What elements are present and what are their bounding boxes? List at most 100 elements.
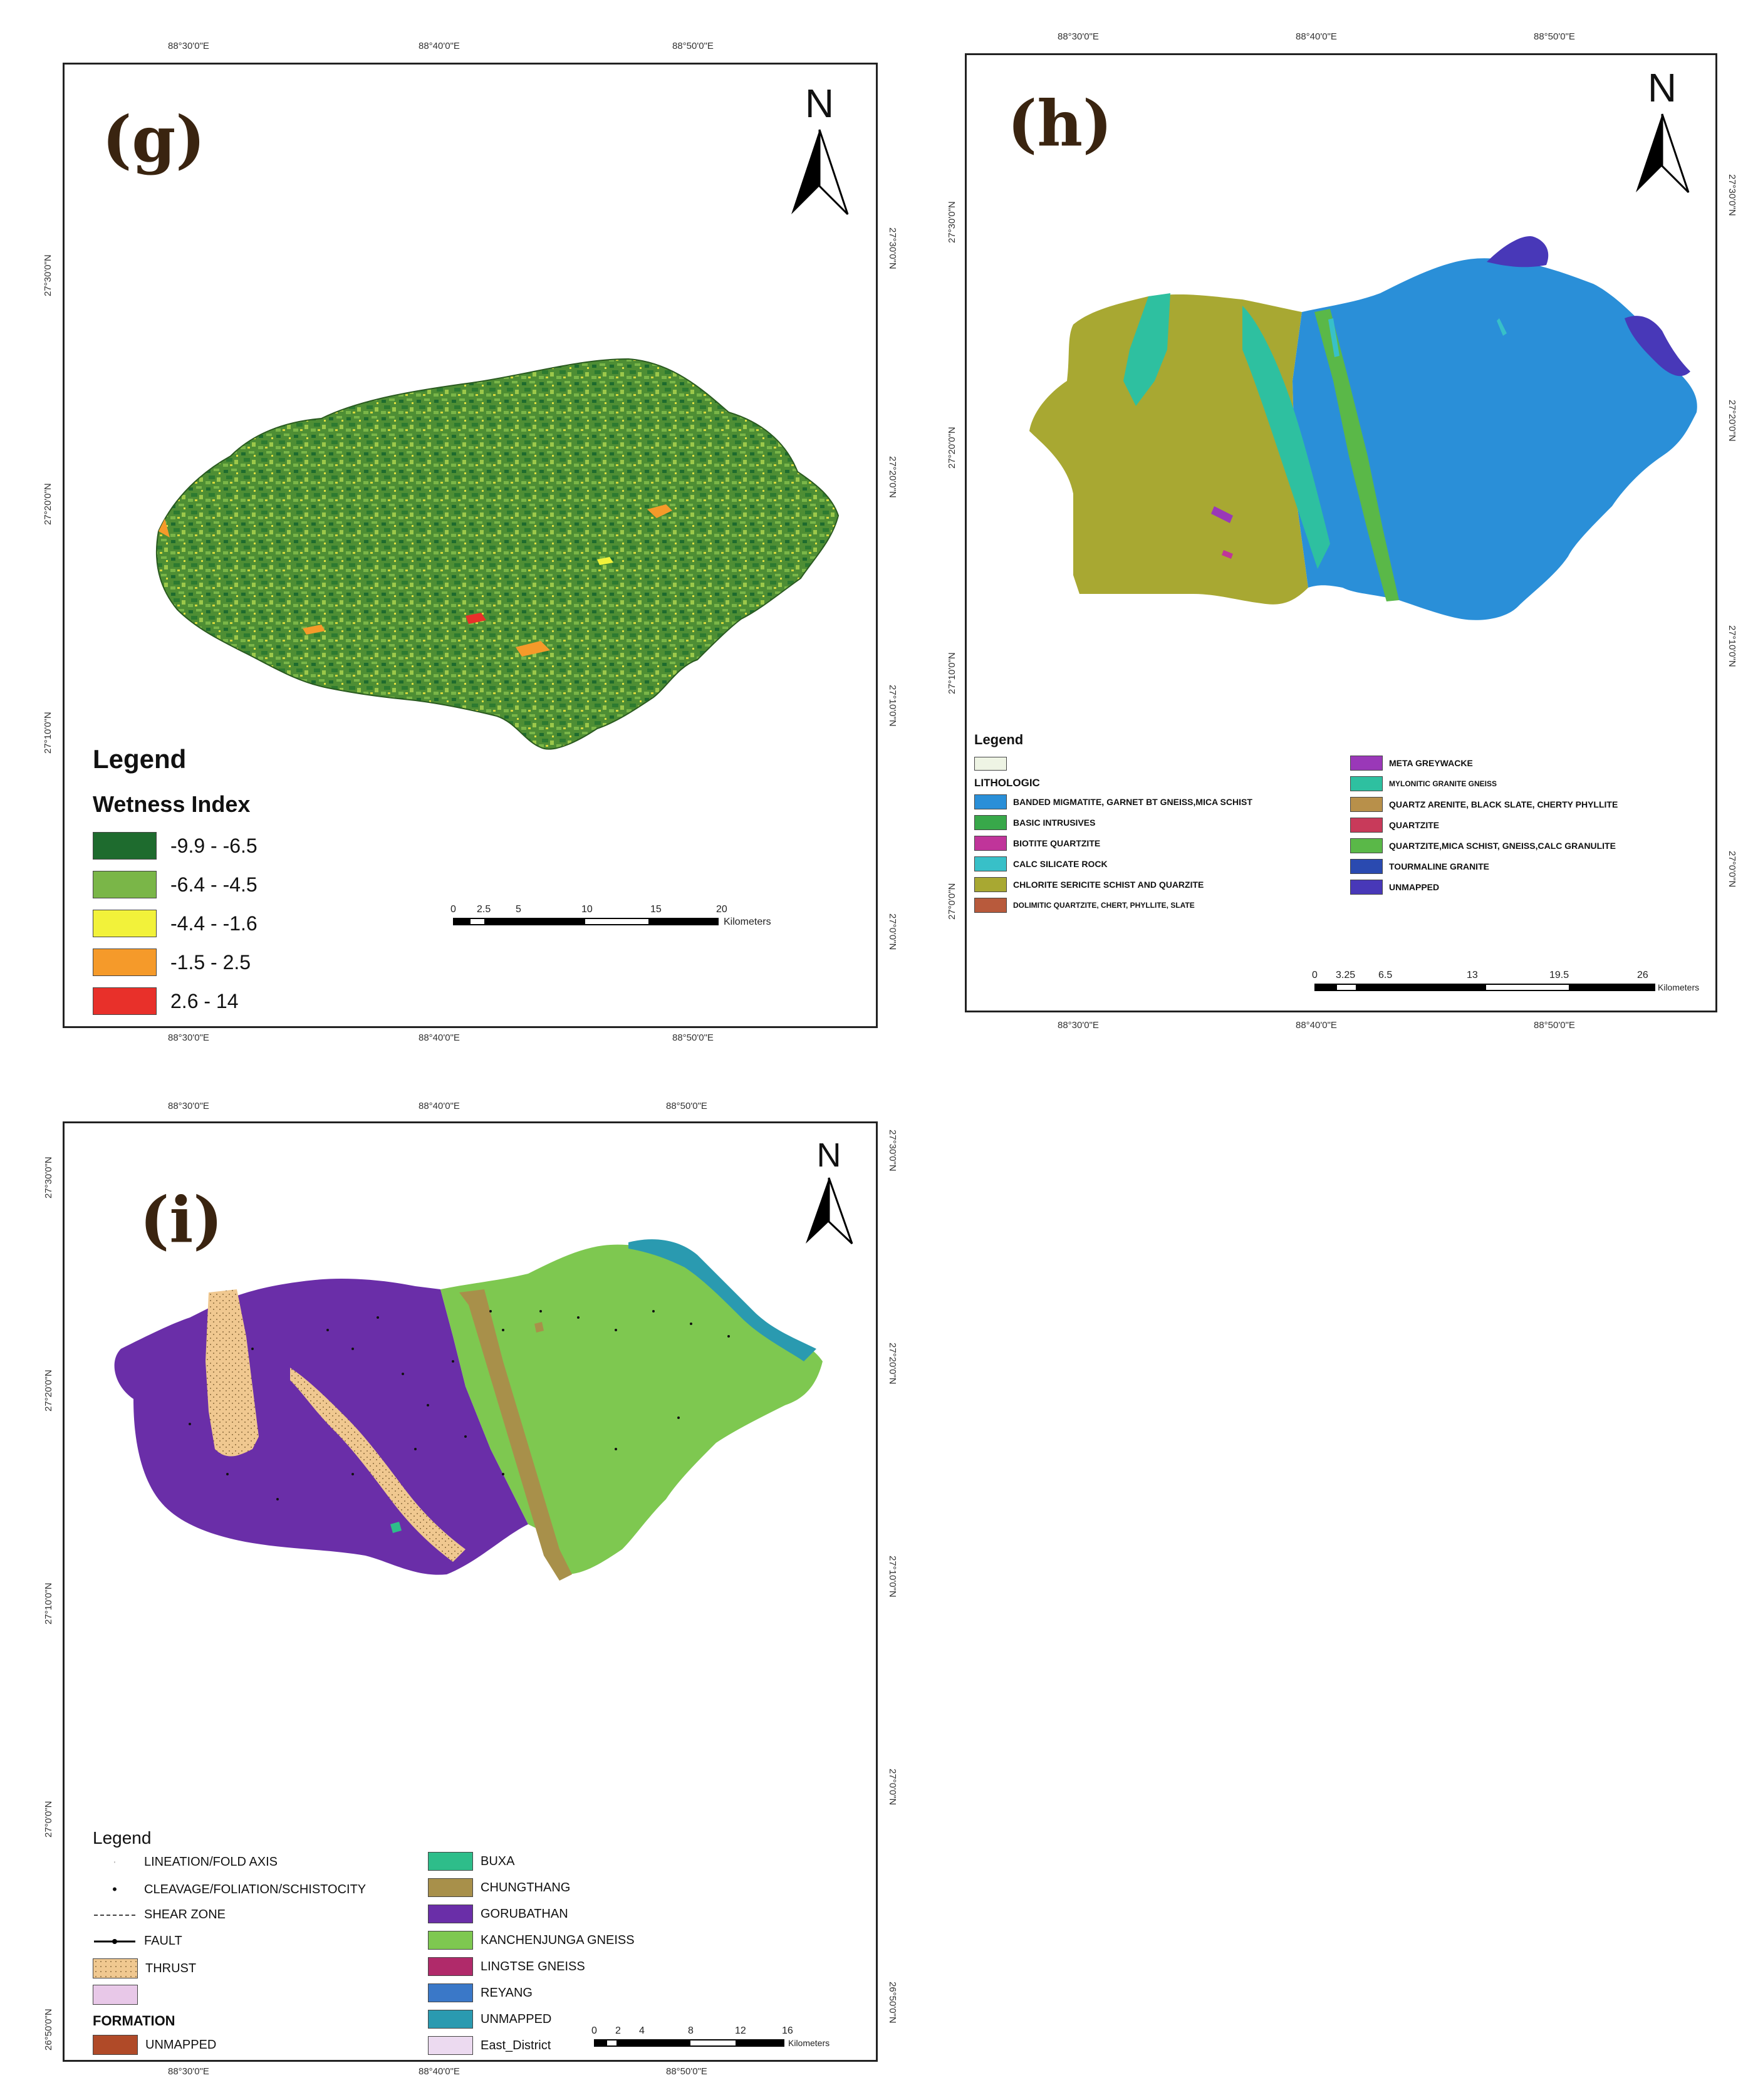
legend-item: -1.5 - 2.5 bbox=[93, 949, 251, 976]
cleavage-dots bbox=[189, 1310, 730, 1500]
legend-item: East_District bbox=[428, 2036, 551, 2055]
legend-label: -1.5 - 2.5 bbox=[170, 950, 251, 974]
scale-tick: 8 bbox=[688, 2025, 694, 2036]
legend-swatch bbox=[974, 794, 1007, 809]
scale-tick: 0 bbox=[1312, 970, 1318, 980]
scale-unit: Kilometers bbox=[1658, 982, 1700, 992]
left-coord-2: 27°20'0"N bbox=[43, 1370, 54, 1411]
litho-blue bbox=[1293, 258, 1697, 620]
right-coord-2: 27°20'0"N bbox=[1727, 400, 1737, 442]
legend-item: BASIC INTRUSIVES bbox=[974, 815, 1095, 830]
right-coord-2: 27°20'0"N bbox=[887, 456, 898, 498]
right-coord-3: 27°10'0"N bbox=[887, 1556, 898, 1598]
panel-h-map bbox=[1029, 236, 1697, 620]
legend-item: QUARTZITE,MICA SCHIST, GNEISS,CALC GRANU… bbox=[1350, 838, 1616, 853]
legend-label: LINEATION/FOLD AXIS bbox=[144, 1855, 278, 1869]
left-coord-3: 27°10'0"N bbox=[947, 652, 957, 694]
legend-item: QUARTZ ARENITE, BLACK SLATE, CHERTY PHYL… bbox=[1350, 797, 1618, 812]
legend-swatch bbox=[974, 877, 1007, 892]
panel-i: 88°30'0"E 88°40'0"E 88°50'0"E 88°30'0"E … bbox=[43, 1101, 898, 2077]
litho-quartzite-mica bbox=[1314, 309, 1399, 601]
right-coord-3: 27°10'0"N bbox=[1727, 625, 1737, 667]
right-coord-4: 27°0'0"N bbox=[887, 1769, 898, 1806]
scale-tick: 2 bbox=[615, 2025, 621, 2036]
legend-item bbox=[93, 1985, 145, 2005]
legend-item: UNMAPPED bbox=[93, 2035, 216, 2055]
scale-tick: 6.5 bbox=[1378, 970, 1393, 980]
north-letter: N bbox=[804, 81, 835, 126]
left-coord-2: 27°20'0"N bbox=[43, 483, 53, 525]
scale-bar: 0 3.25 6.5 13 19.5 26 Kilometers bbox=[1312, 970, 1703, 995]
legend-swatch bbox=[1350, 838, 1383, 853]
bottom-coord-1: 88°30'0"E bbox=[168, 2066, 209, 2077]
bottom-coord-3: 88°50'0"E bbox=[1534, 1020, 1575, 1031]
scale-tick: 12 bbox=[735, 2025, 746, 2036]
legend-label: 2.6 - 14 bbox=[170, 989, 239, 1012]
panel-label: (g) bbox=[102, 102, 205, 176]
left-coord-1: 27°30'0"N bbox=[947, 201, 957, 243]
legend-swatch bbox=[428, 1852, 473, 1871]
scale-tick: 0 bbox=[450, 904, 456, 915]
top-coord-1: 88°30'0"E bbox=[1058, 31, 1099, 42]
legend-swatch-empty bbox=[974, 757, 1007, 771]
scale-tick: 20 bbox=[716, 904, 727, 915]
legend-label: BASIC INTRUSIVES bbox=[1013, 818, 1096, 828]
scale-tick: 13 bbox=[1467, 970, 1478, 980]
top-coord-2: 88°40'0"E bbox=[419, 41, 460, 51]
legend-item: CHUNGTHANG bbox=[428, 1878, 570, 1897]
legend-item: CALC SILICATE ROCK bbox=[974, 856, 1108, 871]
legend-label: MYLONITIC GRANITE GNEISS bbox=[1389, 779, 1497, 788]
legend-label: -9.9 - -6.5 bbox=[170, 834, 257, 857]
top-coord-3: 88°50'0"E bbox=[1534, 31, 1575, 42]
right-coord-1: 27°30'0"N bbox=[887, 227, 898, 269]
thrust-band-2 bbox=[290, 1368, 466, 1562]
wetness-region bbox=[155, 358, 840, 750]
fault-symbol bbox=[94, 1938, 135, 1944]
right-coord-3: 27°10'0"N bbox=[887, 685, 898, 727]
left-coord-3: 27°10'0"N bbox=[43, 1583, 54, 1624]
litho-calc-thin-2 bbox=[1497, 318, 1507, 336]
legend-swatch bbox=[428, 1905, 473, 1923]
legend-item: QUARTZITE bbox=[1350, 818, 1439, 833]
north-arrow-icon bbox=[791, 129, 849, 216]
legend-label: FAULT bbox=[144, 1934, 182, 1948]
left-coord-3: 27°10'0"N bbox=[43, 712, 53, 754]
north-arrow: N bbox=[801, 1136, 857, 1253]
legend-label: UNMAPPED bbox=[481, 2012, 552, 2026]
legend-swatch bbox=[974, 856, 1007, 871]
legend-title: Legend bbox=[93, 744, 187, 774]
legend-group: LITHOLOGIC bbox=[974, 777, 1040, 789]
legend-swatch bbox=[1350, 880, 1383, 895]
left-coord-4: 27°0'0"N bbox=[43, 1801, 54, 1838]
legend-item: MYLONITIC GRANITE GNEISS bbox=[1350, 776, 1497, 791]
cleavage-symbol: • bbox=[112, 1881, 117, 1897]
chungthang-band bbox=[459, 1289, 572, 1581]
scale-tick: 16 bbox=[782, 2025, 793, 2036]
legend-item: BIOTITE QUARTZITE bbox=[974, 836, 1100, 851]
legend-label: BUXA bbox=[481, 1854, 515, 1868]
legend-swatch bbox=[428, 1983, 473, 2002]
legend-swatch bbox=[428, 2010, 473, 2029]
legend-swatch bbox=[1350, 776, 1383, 791]
unmapped-east bbox=[628, 1239, 816, 1361]
panel-g: 88°30'0"E 88°40'0"E 88°50'0"E 88°30'0"E … bbox=[43, 41, 898, 1043]
legend-item: FAULT bbox=[93, 1934, 182, 1948]
legend-swatch bbox=[93, 2035, 138, 2055]
legend-label: QUARTZITE bbox=[1389, 820, 1440, 830]
legend-swatch bbox=[1350, 797, 1383, 812]
right-coord-4: 27°0'0"N bbox=[887, 913, 898, 950]
scale-tick: 15 bbox=[650, 904, 662, 915]
litho-calc-thin bbox=[1328, 318, 1339, 357]
legend-label: -4.4 - -1.6 bbox=[170, 912, 257, 935]
litho-darkblue-east bbox=[1625, 316, 1690, 377]
legend-label: KANCHENJUNGA GNEISS bbox=[481, 1933, 635, 1947]
scale-unit: Kilometers bbox=[788, 2038, 830, 2048]
legend-swatch bbox=[974, 815, 1007, 830]
legend-swatch bbox=[428, 2036, 473, 2055]
north-letter: N bbox=[1647, 65, 1677, 110]
legend-item: META GREYWACKE bbox=[1350, 756, 1473, 771]
legend-label: META GREYWACKE bbox=[1389, 758, 1473, 768]
legend-label: DOLIMITIC QUARTZITE, CHERT, PHYLLITE, SL… bbox=[1013, 901, 1195, 910]
top-coord-3: 88°50'0"E bbox=[672, 41, 714, 51]
right-coord-4: 27°0'0"N bbox=[1727, 851, 1737, 888]
